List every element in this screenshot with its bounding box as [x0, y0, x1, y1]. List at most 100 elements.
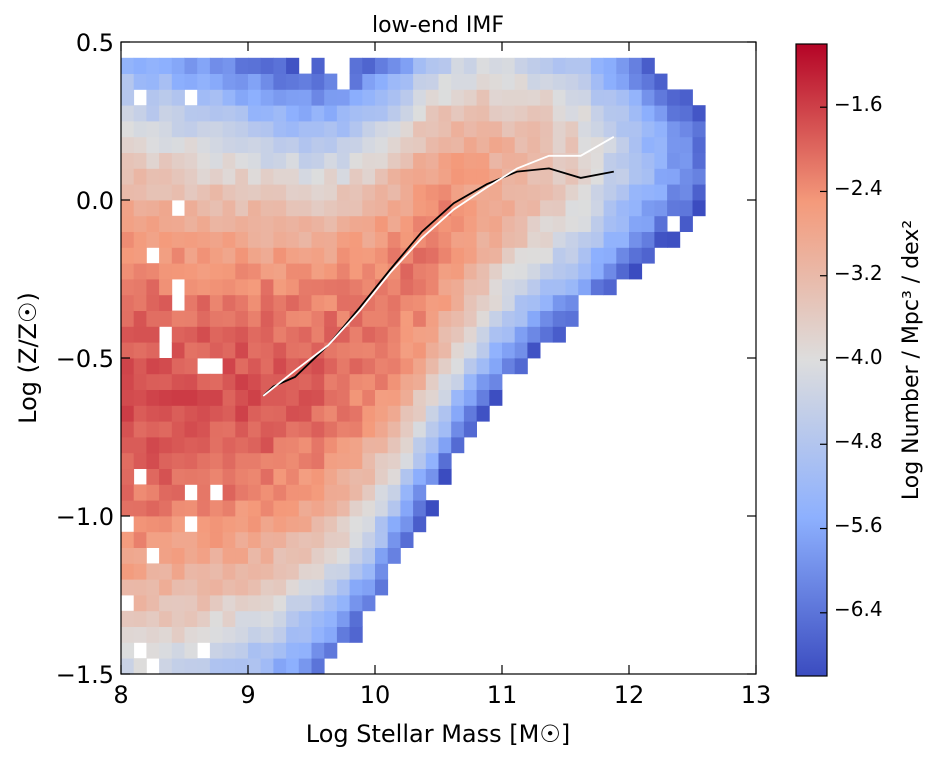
- heatmap-cell: [400, 231, 414, 248]
- heatmap-cell: [171, 247, 185, 264]
- heatmap-cell: [489, 342, 503, 359]
- heatmap-cell: [324, 184, 338, 201]
- heatmap-cell: [184, 247, 198, 264]
- heatmap-cell: [209, 626, 223, 643]
- heatmap-cell: [375, 121, 389, 138]
- heatmap-cell: [451, 389, 465, 406]
- heatmap-cell: [362, 89, 376, 106]
- heatmap-cell: [362, 326, 376, 343]
- chart-title: low-end IMF: [372, 13, 504, 38]
- heatmap-cell: [121, 642, 135, 659]
- heatmap-cell: [425, 405, 439, 422]
- heatmap-cell: [400, 73, 414, 90]
- heatmap-cell: [489, 184, 503, 201]
- heatmap-cell: [400, 152, 414, 169]
- heatmap-cell: [629, 152, 643, 169]
- heatmap-cell: [552, 294, 566, 311]
- heatmap-cell: [514, 89, 528, 106]
- heatmap-cell: [133, 437, 147, 454]
- heatmap-cell: [324, 342, 338, 359]
- heatmap-cell: [121, 215, 135, 232]
- heatmap-cell: [476, 247, 490, 264]
- heatmap-cell: [197, 595, 211, 612]
- heatmap-cell: [184, 437, 198, 454]
- heatmap-cell: [629, 184, 643, 201]
- heatmap-cell: [184, 168, 198, 185]
- heatmap-cell: [413, 200, 427, 217]
- heatmap-cell: [133, 121, 147, 138]
- heatmap-cell: [527, 184, 541, 201]
- heatmap-cell: [413, 437, 427, 454]
- heatmap-cell: [235, 531, 249, 548]
- heatmap-cell: [463, 200, 477, 217]
- heatmap-cell: [400, 136, 414, 153]
- heatmap-cell: [375, 579, 389, 596]
- heatmap-cell: [286, 326, 300, 343]
- heatmap-cell: [222, 626, 236, 643]
- heatmap-cell: [387, 468, 401, 485]
- heatmap-cell: [654, 215, 668, 232]
- heatmap-cell: [121, 452, 135, 469]
- heatmap-cell: [235, 389, 249, 406]
- heatmap-cell: [438, 231, 452, 248]
- heatmap-cell: [222, 263, 236, 280]
- heatmap-cell: [641, 215, 655, 232]
- heatmap-cell: [298, 342, 312, 359]
- heatmap-cell: [349, 168, 363, 185]
- heatmap-cell: [222, 642, 236, 659]
- heatmap-cell: [209, 168, 223, 185]
- heatmap-cell: [146, 200, 160, 217]
- heatmap-cell: [197, 452, 211, 469]
- heatmap-cell: [159, 389, 173, 406]
- heatmap-cell: [463, 152, 477, 169]
- heatmap-cell: [248, 215, 262, 232]
- heatmap-cell: [235, 579, 249, 596]
- heatmap-cell: [197, 563, 211, 580]
- heatmap-cell: [565, 136, 579, 153]
- heatmap-cell: [489, 89, 503, 106]
- heatmap-cell: [286, 136, 300, 153]
- heatmap-cell: [222, 57, 236, 74]
- heatmap-cell: [502, 215, 516, 232]
- heatmap-cell: [311, 89, 325, 106]
- heatmap-cell: [349, 326, 363, 343]
- heatmap-cell: [616, 136, 630, 153]
- heatmap-cell: [336, 294, 350, 311]
- heatmap-cell: [527, 294, 541, 311]
- heatmap-cell: [324, 484, 338, 501]
- heatmap-cell: [349, 595, 363, 612]
- heatmap-cell: [527, 89, 541, 106]
- heatmap-cell: [311, 310, 325, 327]
- heatmap-cell: [451, 200, 465, 217]
- heatmap-cell: [654, 89, 668, 106]
- heatmap-cell: [502, 294, 516, 311]
- heatmap-cell: [362, 263, 376, 280]
- heatmap-cell: [209, 121, 223, 138]
- heatmap-cell: [463, 373, 477, 390]
- heatmap-cell: [235, 184, 249, 201]
- heatmap-cell: [387, 89, 401, 106]
- heatmap-cell: [248, 326, 262, 343]
- heatmap-cell: [667, 121, 681, 138]
- heatmap-cell: [184, 263, 198, 280]
- heatmap-cell: [654, 200, 668, 217]
- heatmap-cell: [260, 610, 274, 627]
- heatmap-cell: [121, 121, 135, 138]
- heatmap-cell: [248, 57, 262, 74]
- heatmap-cell: [463, 342, 477, 359]
- heatmap-cell: [222, 105, 236, 122]
- heatmap-cell: [235, 326, 249, 343]
- heatmap-cell: [171, 136, 185, 153]
- heatmap-cell: [298, 405, 312, 422]
- heatmap-cell: [197, 579, 211, 596]
- heatmap-cell: [311, 215, 325, 232]
- heatmap-cell: [209, 658, 223, 674]
- heatmap-cell: [311, 168, 325, 185]
- heatmap-cell: [298, 168, 312, 185]
- series-line: [262, 167, 614, 397]
- heatmap-cell: [121, 626, 135, 643]
- heatmap-cell: [171, 421, 185, 438]
- heatmap-cell: [400, 121, 414, 138]
- heatmap-cell: [311, 342, 325, 359]
